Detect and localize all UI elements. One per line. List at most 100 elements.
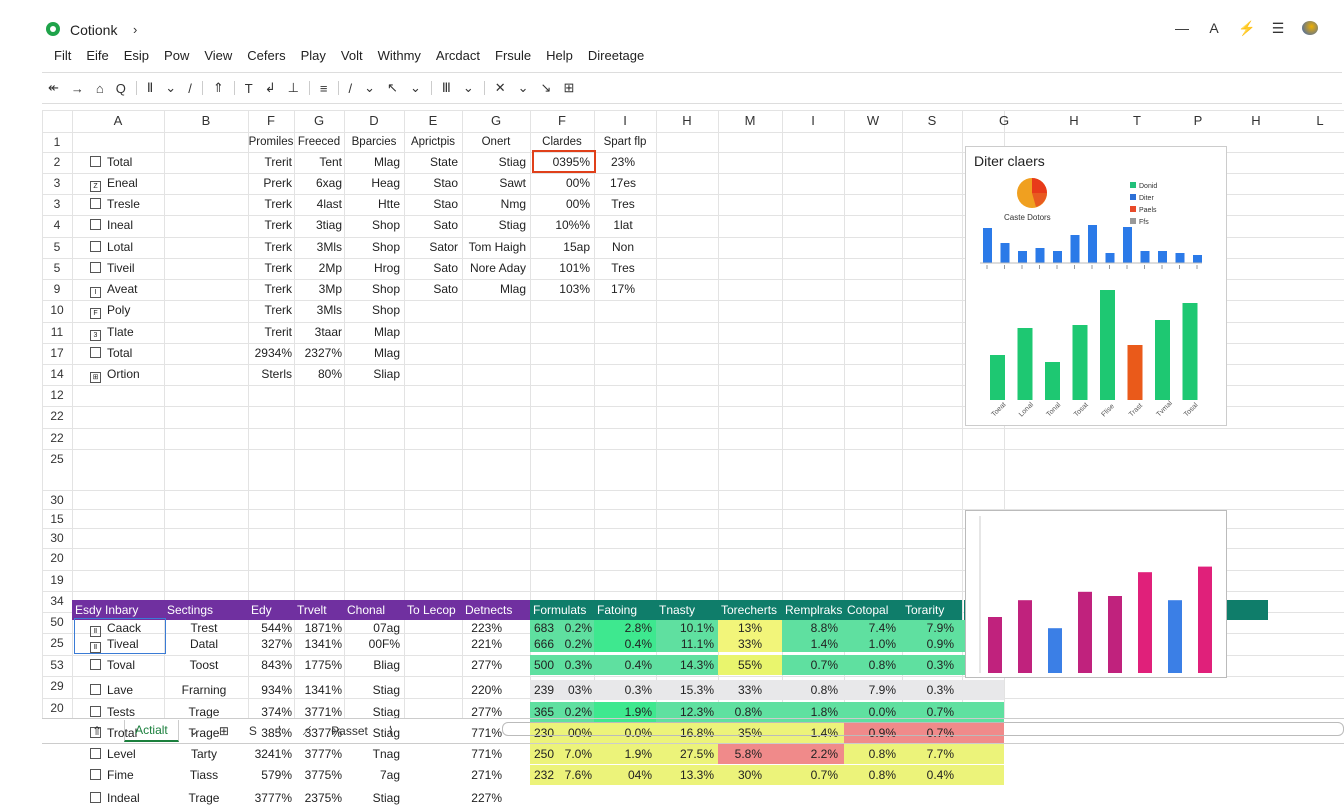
cell-e[interactable]: State (429, 155, 458, 169)
cell-cf[interactable]: 103% (559, 282, 590, 296)
cell-d[interactable]: 7ag (379, 768, 400, 782)
cell-g[interactable]: 4last (316, 197, 342, 211)
cell-e[interactable]: 277% (471, 658, 502, 672)
row-label-cell[interactable]: Toval (90, 655, 200, 675)
checkbox[interactable]: F (90, 308, 101, 319)
cell-f[interactable]: 934% (261, 683, 292, 697)
table-header[interactable]: Torecherts (718, 600, 782, 620)
cell-rp[interactable]: 1.4% (810, 637, 838, 651)
cell-d[interactable]: 07ag (373, 621, 400, 635)
cell-cf[interactable]: 101% (559, 261, 590, 275)
cell-tr[interactable]: 0.7% (926, 726, 954, 740)
row-header[interactable]: 19 (50, 573, 64, 587)
cell-rp[interactable]: 8.8% (810, 621, 838, 635)
cell-d[interactable]: 00F% (368, 637, 400, 651)
row-label-cell[interactable]: Trotal (90, 723, 200, 743)
column-header[interactable]: T (1133, 113, 1141, 128)
cell-d[interactable]: Bliag (373, 658, 400, 672)
line-icon[interactable]: / (348, 80, 353, 96)
cell-tn[interactable]: 10.1% (679, 621, 714, 635)
cell-d[interactable]: Hrog (373, 261, 400, 275)
cell-to[interactable]: 5.8% (734, 747, 762, 761)
column-header[interactable]: E (428, 113, 438, 128)
cell-b[interactable]: Toost (189, 658, 219, 672)
cell-e[interactable]: Stao (433, 197, 458, 211)
spreadsheet-grid[interactable]: A B F G D E G F I H M I W S G H T P H L 1 2 3 3 4 5 5 9 10 11 17 14 12 22… (42, 110, 1344, 805)
cell-fa[interactable]: 0.4% (624, 658, 652, 672)
column-header[interactable]: I (811, 113, 815, 128)
cell-g[interactable]: 3Mls (316, 303, 342, 317)
cell-e[interactable]: Sato (433, 218, 458, 232)
cell-d[interactable]: Shop (371, 303, 400, 317)
row-header[interactable]: 25 (50, 636, 64, 650)
table-header[interactable]: To Lecop (404, 600, 462, 620)
cell-i[interactable]: 1lat (613, 218, 633, 232)
cell-cf[interactable]: 00% (565, 197, 590, 211)
chevron-right-icon[interactable]: › (133, 22, 138, 37)
table-header[interactable]: Remplraks (782, 600, 844, 620)
column-header[interactable]: B (201, 113, 211, 128)
checkbox[interactable]: ⊞ (90, 372, 101, 383)
menu-item[interactable]: Help (546, 48, 573, 63)
menu-item[interactable]: Cefers (247, 48, 286, 63)
cell-e[interactable]: Sator (429, 240, 458, 254)
row-header[interactable]: 5 (53, 240, 61, 254)
checkbox[interactable] (90, 727, 101, 738)
cell-n[interactable]: 683 (534, 621, 555, 635)
table-header[interactable]: Cotopal (844, 600, 902, 620)
cell-rp[interactable]: 1.8% (810, 705, 838, 719)
cell-g[interactable]: 6xag (315, 176, 342, 190)
pen-icon[interactable]: / (188, 80, 192, 96)
checkbox[interactable] (90, 198, 101, 209)
column-header[interactable]: S (927, 113, 937, 128)
column-header[interactable]: F (558, 113, 566, 128)
cell-g[interactable]: 3Mp (318, 282, 342, 296)
cell-f[interactable]: 843% (261, 658, 292, 672)
cell-tr[interactable]: 0.7% (926, 705, 954, 719)
cell-d[interactable]: Shop (371, 218, 400, 232)
cell-tr[interactable]: 7.9% (926, 621, 954, 635)
cell-e[interactable]: 220% (471, 683, 502, 697)
checkbox[interactable] (90, 262, 101, 273)
row-header[interactable]: 34 (50, 594, 64, 608)
cell-g[interactable]: 3tiag (315, 218, 342, 232)
cell-d[interactable]: Shop (371, 240, 400, 254)
cell-b[interactable]: Tiass (189, 768, 219, 782)
table-header[interactable]: Sectings (164, 600, 248, 620)
row-label-cell[interactable]: 3 Tlate (90, 322, 200, 342)
align-icon[interactable]: ≡ (319, 80, 328, 96)
column-header[interactable]: F (267, 113, 275, 128)
cell-g[interactable]: 1871% (304, 621, 342, 635)
cell-p[interactable]: 0.3% (564, 658, 592, 672)
chevron-down-icon[interactable]: ⌄ (188, 724, 199, 738)
cell-to[interactable]: 13% (737, 621, 762, 635)
table-header[interactable]: Detnects (462, 600, 530, 620)
cell-tn[interactable]: 27.5% (679, 747, 714, 761)
cell-n[interactable]: 230 (534, 726, 555, 740)
clear-icon[interactable]: ✕ (494, 80, 506, 95)
cell-p[interactable]: 0.2% (564, 637, 592, 651)
cell-g[interactable]: Tent (319, 155, 342, 169)
cell-f[interactable]: Trerit (264, 325, 292, 339)
cell-tr[interactable]: 7.7% (926, 747, 954, 761)
tab-actialt[interactable]: Actialt (124, 720, 179, 742)
menu-item[interactable]: Withmy (377, 48, 421, 63)
cell-f[interactable]: Prerk (263, 176, 292, 190)
cell-e[interactable]: Stao (433, 176, 458, 190)
row-label-cell[interactable]: I Aveat (90, 279, 200, 299)
cell-e[interactable]: 271% (471, 768, 502, 782)
cell-g[interactable]: 3771% (304, 705, 342, 719)
checkbox[interactable] (90, 219, 101, 230)
cell-f[interactable]: Trerk (264, 303, 292, 317)
cell-p[interactable]: 0.2% (564, 705, 592, 719)
cell-co[interactable]: 0.8% (868, 768, 896, 782)
chart-bars-magenta[interactable] (965, 510, 1227, 678)
cell-co[interactable]: 0.9% (868, 726, 896, 740)
chevron-down-icon[interactable]: ⌄ (165, 80, 177, 95)
row-header[interactable]: 11 (50, 325, 64, 339)
table-header[interactable]: Formulats (530, 600, 594, 620)
cell-g[interactable]: 3777% (304, 747, 342, 761)
cell-d[interactable]: Stiag (372, 726, 400, 740)
cell-n[interactable]: 250 (534, 747, 555, 761)
menu-item[interactable]: Esip (123, 48, 150, 63)
